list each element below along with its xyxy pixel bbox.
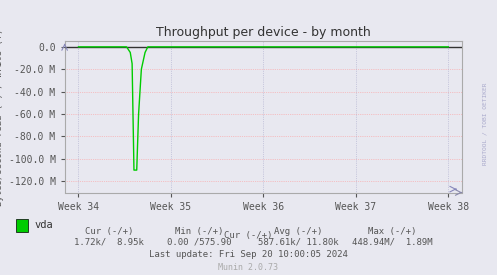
Bar [16, 219, 28, 232]
Text: Cur (-/+): Cur (-/+) [224, 231, 273, 240]
Text: Munin 2.0.73: Munin 2.0.73 [219, 263, 278, 272]
Text: Avg (-/+): Avg (-/+) [274, 227, 323, 236]
Text: 587.61k/ 11.80k: 587.61k/ 11.80k [258, 238, 338, 247]
Text: 0.00 /575.90: 0.00 /575.90 [166, 238, 231, 247]
Text: 448.94M/  1.89M: 448.94M/ 1.89M [352, 238, 433, 247]
Text: 1.72k/  8.95k: 1.72k/ 8.95k [75, 238, 144, 247]
Text: Last update: Fri Sep 20 10:00:05 2024: Last update: Fri Sep 20 10:00:05 2024 [149, 250, 348, 259]
Text: Min (-/+): Min (-/+) [174, 227, 223, 236]
Text: Max (-/+): Max (-/+) [368, 227, 417, 236]
Title: Throughput per device - by month: Throughput per device - by month [156, 26, 371, 39]
Text: vda: vda [34, 221, 53, 230]
Text: Cur (-/+): Cur (-/+) [85, 227, 134, 236]
Y-axis label: Bytes/second read (-) / write (+): Bytes/second read (-) / write (+) [0, 28, 4, 206]
Text: RRDTOOL / TOBI OETIKER: RRDTOOL / TOBI OETIKER [482, 82, 487, 165]
